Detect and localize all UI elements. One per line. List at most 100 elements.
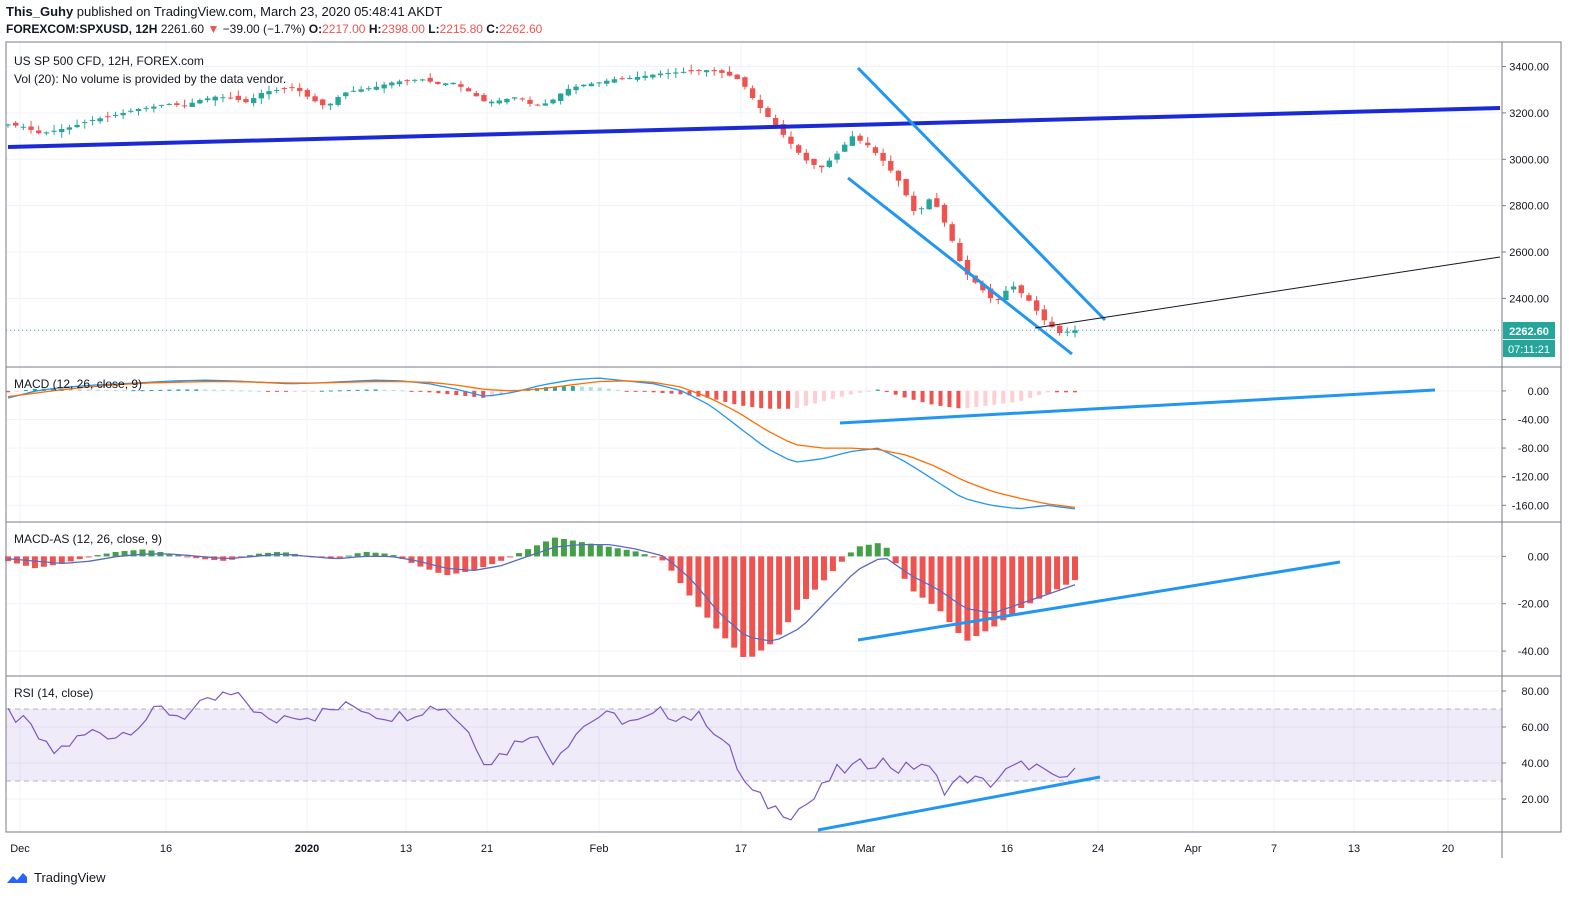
macd-histogram-bar — [786, 390, 791, 409]
macdas-histogram-bar — [31, 556, 38, 569]
symbol-label: FOREXCOM:SPXUSD, 12H — [6, 22, 158, 36]
channel-lower-line — [847, 176, 1073, 356]
ohlc-header: FOREXCOM:SPXUSD, 12H 2261.60 ▼ −39.00 (−… — [6, 22, 542, 36]
macd-histogram-bar — [597, 387, 602, 391]
candle-body — [665, 72, 671, 74]
macd-histogram-bar — [588, 386, 593, 391]
macd-histogram-bar — [561, 386, 566, 391]
x-tick-label: 13 — [400, 843, 412, 855]
macdas-histogram-bar — [1000, 556, 1007, 621]
candle-body — [558, 93, 564, 102]
candle-body — [880, 152, 886, 161]
candle-body — [734, 74, 740, 80]
grid — [6, 42, 1502, 832]
candle-body — [5, 124, 11, 126]
macd-histogram-bar — [606, 388, 611, 391]
macd-histogram-bar — [104, 389, 109, 391]
publish-info: This_Guhy published on TradingView.com, … — [6, 4, 442, 19]
macd-histogram-bar — [750, 390, 755, 407]
candle-body — [82, 122, 88, 124]
macdas-histogram-bar — [794, 556, 801, 610]
macdas-histogram-bar — [973, 556, 980, 636]
macdas-histogram-bar — [1027, 556, 1034, 604]
macd-histogram-bar — [185, 389, 190, 391]
candle-body — [289, 87, 295, 89]
macdas-histogram-bar — [435, 556, 442, 573]
chart-canvas[interactable]: Dec 16 2020 13 21 Feb 17 Mar 16 24 Apr 7 13 20 2400.00… — [0, 40, 1569, 858]
x-tick-label: 16 — [1001, 843, 1013, 855]
macdas-histogram-bar — [534, 545, 541, 557]
candle-body — [220, 97, 226, 99]
candle-body — [97, 118, 103, 122]
macd-histogram-bar — [508, 390, 513, 393]
macdas-histogram-bar — [507, 556, 514, 558]
macd-histogram-bar — [1019, 390, 1024, 401]
y-tick-label: 60.00 — [1521, 722, 1549, 734]
macdas-histogram-bar — [865, 544, 872, 557]
macd-histogram-bar — [418, 390, 423, 392]
macd-histogram-bar — [319, 390, 324, 392]
open-value: 2217.00 — [322, 22, 366, 36]
y-tick-label: 3000.00 — [1509, 154, 1549, 166]
macdas-histogram-bar — [829, 556, 836, 572]
candle-body — [918, 208, 925, 210]
macdas-histogram-bar — [874, 543, 881, 557]
footer: TradingView — [6, 870, 106, 885]
candle-body — [842, 144, 848, 152]
macd-histogram-bar — [427, 390, 432, 393]
candle-body — [504, 99, 510, 103]
macdas-histogram-bar — [76, 556, 83, 560]
candle-body — [112, 114, 119, 116]
macdas-histogram-bar — [184, 556, 191, 558]
macdas-histogram-bar — [749, 556, 756, 657]
candle-body — [849, 136, 856, 146]
y-tick-label: 3200.00 — [1509, 108, 1549, 120]
candle-body — [197, 99, 203, 104]
y-tick-label: -40.00 — [1518, 414, 1549, 426]
macdas-histogram-bar — [910, 556, 917, 592]
candle-body — [442, 83, 449, 86]
publish-date: published on TradingView.com, March 23, … — [73, 4, 443, 19]
candle-body — [181, 105, 188, 107]
tradingview-logo-icon — [7, 872, 27, 883]
candle-body — [36, 130, 42, 134]
candle-body — [1033, 300, 1040, 311]
macd-histogram-bar — [499, 390, 504, 395]
macd-histogram-bar — [857, 390, 862, 393]
macd-histogram-bar — [624, 390, 629, 392]
candle-body — [212, 96, 218, 101]
open-label: O: — [308, 22, 323, 36]
candle-body — [1003, 290, 1009, 300]
candle-body — [450, 82, 456, 85]
macd-pane-title: MACD (12, 26, close, 9) — [14, 377, 142, 391]
candle-body — [327, 103, 334, 106]
candle-body — [381, 84, 387, 89]
candle-body — [895, 170, 902, 181]
macd-histogram-bar — [248, 390, 253, 392]
macd-histogram-bar — [14, 390, 19, 392]
macd-histogram-bar — [920, 390, 925, 403]
macdas-histogram-bar — [928, 556, 935, 604]
last-price: 2261.60 — [160, 22, 205, 36]
macd-histogram-bar — [759, 390, 764, 409]
macd-histogram-bar — [1046, 390, 1051, 393]
macd-histogram-bar — [777, 390, 782, 409]
author-name[interactable]: This_Guhy — [6, 4, 74, 19]
macd-histogram-bar — [965, 390, 970, 409]
candle-body — [312, 96, 318, 102]
x-tick-label: 16 — [160, 843, 172, 855]
macd-histogram-bar — [947, 390, 952, 408]
footer-brand[interactable]: TradingView — [34, 870, 106, 885]
macd-histogram-bar — [902, 390, 907, 398]
macd-histogram-bar — [768, 390, 773, 409]
candle-body — [105, 116, 111, 118]
macd-histogram-bar — [203, 389, 208, 391]
price-badge-bg — [1503, 322, 1555, 339]
macdas-histogram-bar — [112, 551, 119, 557]
candle-body — [780, 124, 786, 135]
candle-body — [903, 178, 909, 196]
macd-histogram-bar — [570, 386, 575, 391]
trendlines[interactable] — [7, 66, 1501, 832]
macd-histogram-bar — [274, 390, 279, 392]
candle-body — [726, 71, 733, 76]
